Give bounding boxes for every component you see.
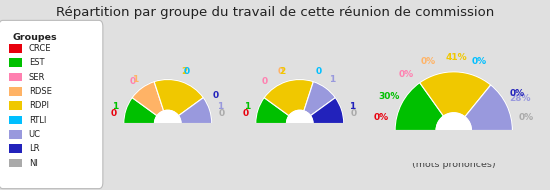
Circle shape	[155, 110, 181, 137]
Text: 0: 0	[111, 109, 117, 118]
Text: RDSE: RDSE	[29, 87, 52, 96]
Text: 0%: 0%	[399, 70, 414, 79]
Text: Temps de parole
(mots prononcés): Temps de parole (mots prononcés)	[412, 148, 496, 169]
Text: 0%: 0%	[421, 57, 436, 66]
Text: 30%: 30%	[378, 92, 399, 101]
Text: 1: 1	[112, 102, 119, 111]
Text: 0%: 0%	[510, 89, 525, 98]
Text: 0: 0	[261, 77, 267, 86]
Text: CRCE: CRCE	[29, 44, 51, 53]
Polygon shape	[395, 72, 513, 131]
Bar	[9, 116, 22, 124]
Polygon shape	[124, 79, 212, 124]
Bar	[9, 130, 22, 139]
Wedge shape	[132, 82, 164, 116]
Bar	[9, 159, 22, 167]
Bar	[9, 144, 22, 153]
Text: Groupes: Groupes	[12, 33, 57, 42]
Wedge shape	[465, 85, 513, 131]
Wedge shape	[264, 79, 314, 116]
Text: EST: EST	[29, 58, 44, 67]
Bar	[9, 87, 22, 96]
Text: 1: 1	[329, 74, 335, 83]
Text: 0: 0	[243, 109, 249, 118]
Wedge shape	[304, 82, 336, 116]
Text: 0: 0	[219, 109, 225, 118]
Text: 1: 1	[244, 102, 251, 111]
Text: 2: 2	[279, 67, 286, 76]
Wedge shape	[256, 98, 289, 124]
Text: 0: 0	[316, 67, 322, 76]
Wedge shape	[395, 83, 443, 131]
Text: NI: NI	[29, 159, 37, 168]
Polygon shape	[256, 79, 344, 124]
Text: Interventions: Interventions	[268, 137, 331, 146]
Polygon shape	[254, 123, 346, 148]
Text: RTLI: RTLI	[29, 116, 46, 125]
Text: 1: 1	[133, 74, 139, 83]
Text: RDPI: RDPI	[29, 101, 49, 110]
Polygon shape	[122, 123, 214, 148]
Text: 0%: 0%	[374, 113, 389, 122]
FancyBboxPatch shape	[0, 20, 103, 189]
Text: LR: LR	[29, 144, 39, 153]
Text: 0: 0	[212, 92, 218, 101]
Bar	[9, 73, 22, 82]
Text: 0: 0	[184, 67, 190, 76]
Text: 2: 2	[182, 67, 188, 76]
Text: Présents: Présents	[147, 137, 188, 146]
Text: 0: 0	[129, 77, 135, 86]
Text: 41%: 41%	[446, 53, 467, 62]
Text: SER: SER	[29, 73, 45, 82]
Wedge shape	[154, 79, 204, 116]
Circle shape	[287, 110, 313, 137]
Bar	[9, 58, 22, 67]
Text: 0%: 0%	[519, 113, 534, 122]
Text: 1: 1	[349, 102, 355, 111]
Text: UC: UC	[29, 130, 41, 139]
Bar	[9, 101, 22, 110]
Text: Répartition par groupe du travail de cette réunion de commission: Répartition par groupe du travail de cet…	[56, 6, 494, 19]
Text: 1: 1	[217, 102, 223, 111]
Wedge shape	[420, 72, 491, 117]
Wedge shape	[178, 98, 212, 124]
Polygon shape	[392, 130, 515, 163]
Text: 0: 0	[278, 67, 284, 76]
Wedge shape	[310, 98, 344, 124]
Wedge shape	[124, 98, 157, 124]
Circle shape	[436, 113, 471, 148]
Text: 0%: 0%	[471, 57, 486, 66]
Text: 0: 0	[351, 109, 357, 118]
Text: 28%: 28%	[509, 94, 531, 103]
Bar	[9, 44, 22, 53]
